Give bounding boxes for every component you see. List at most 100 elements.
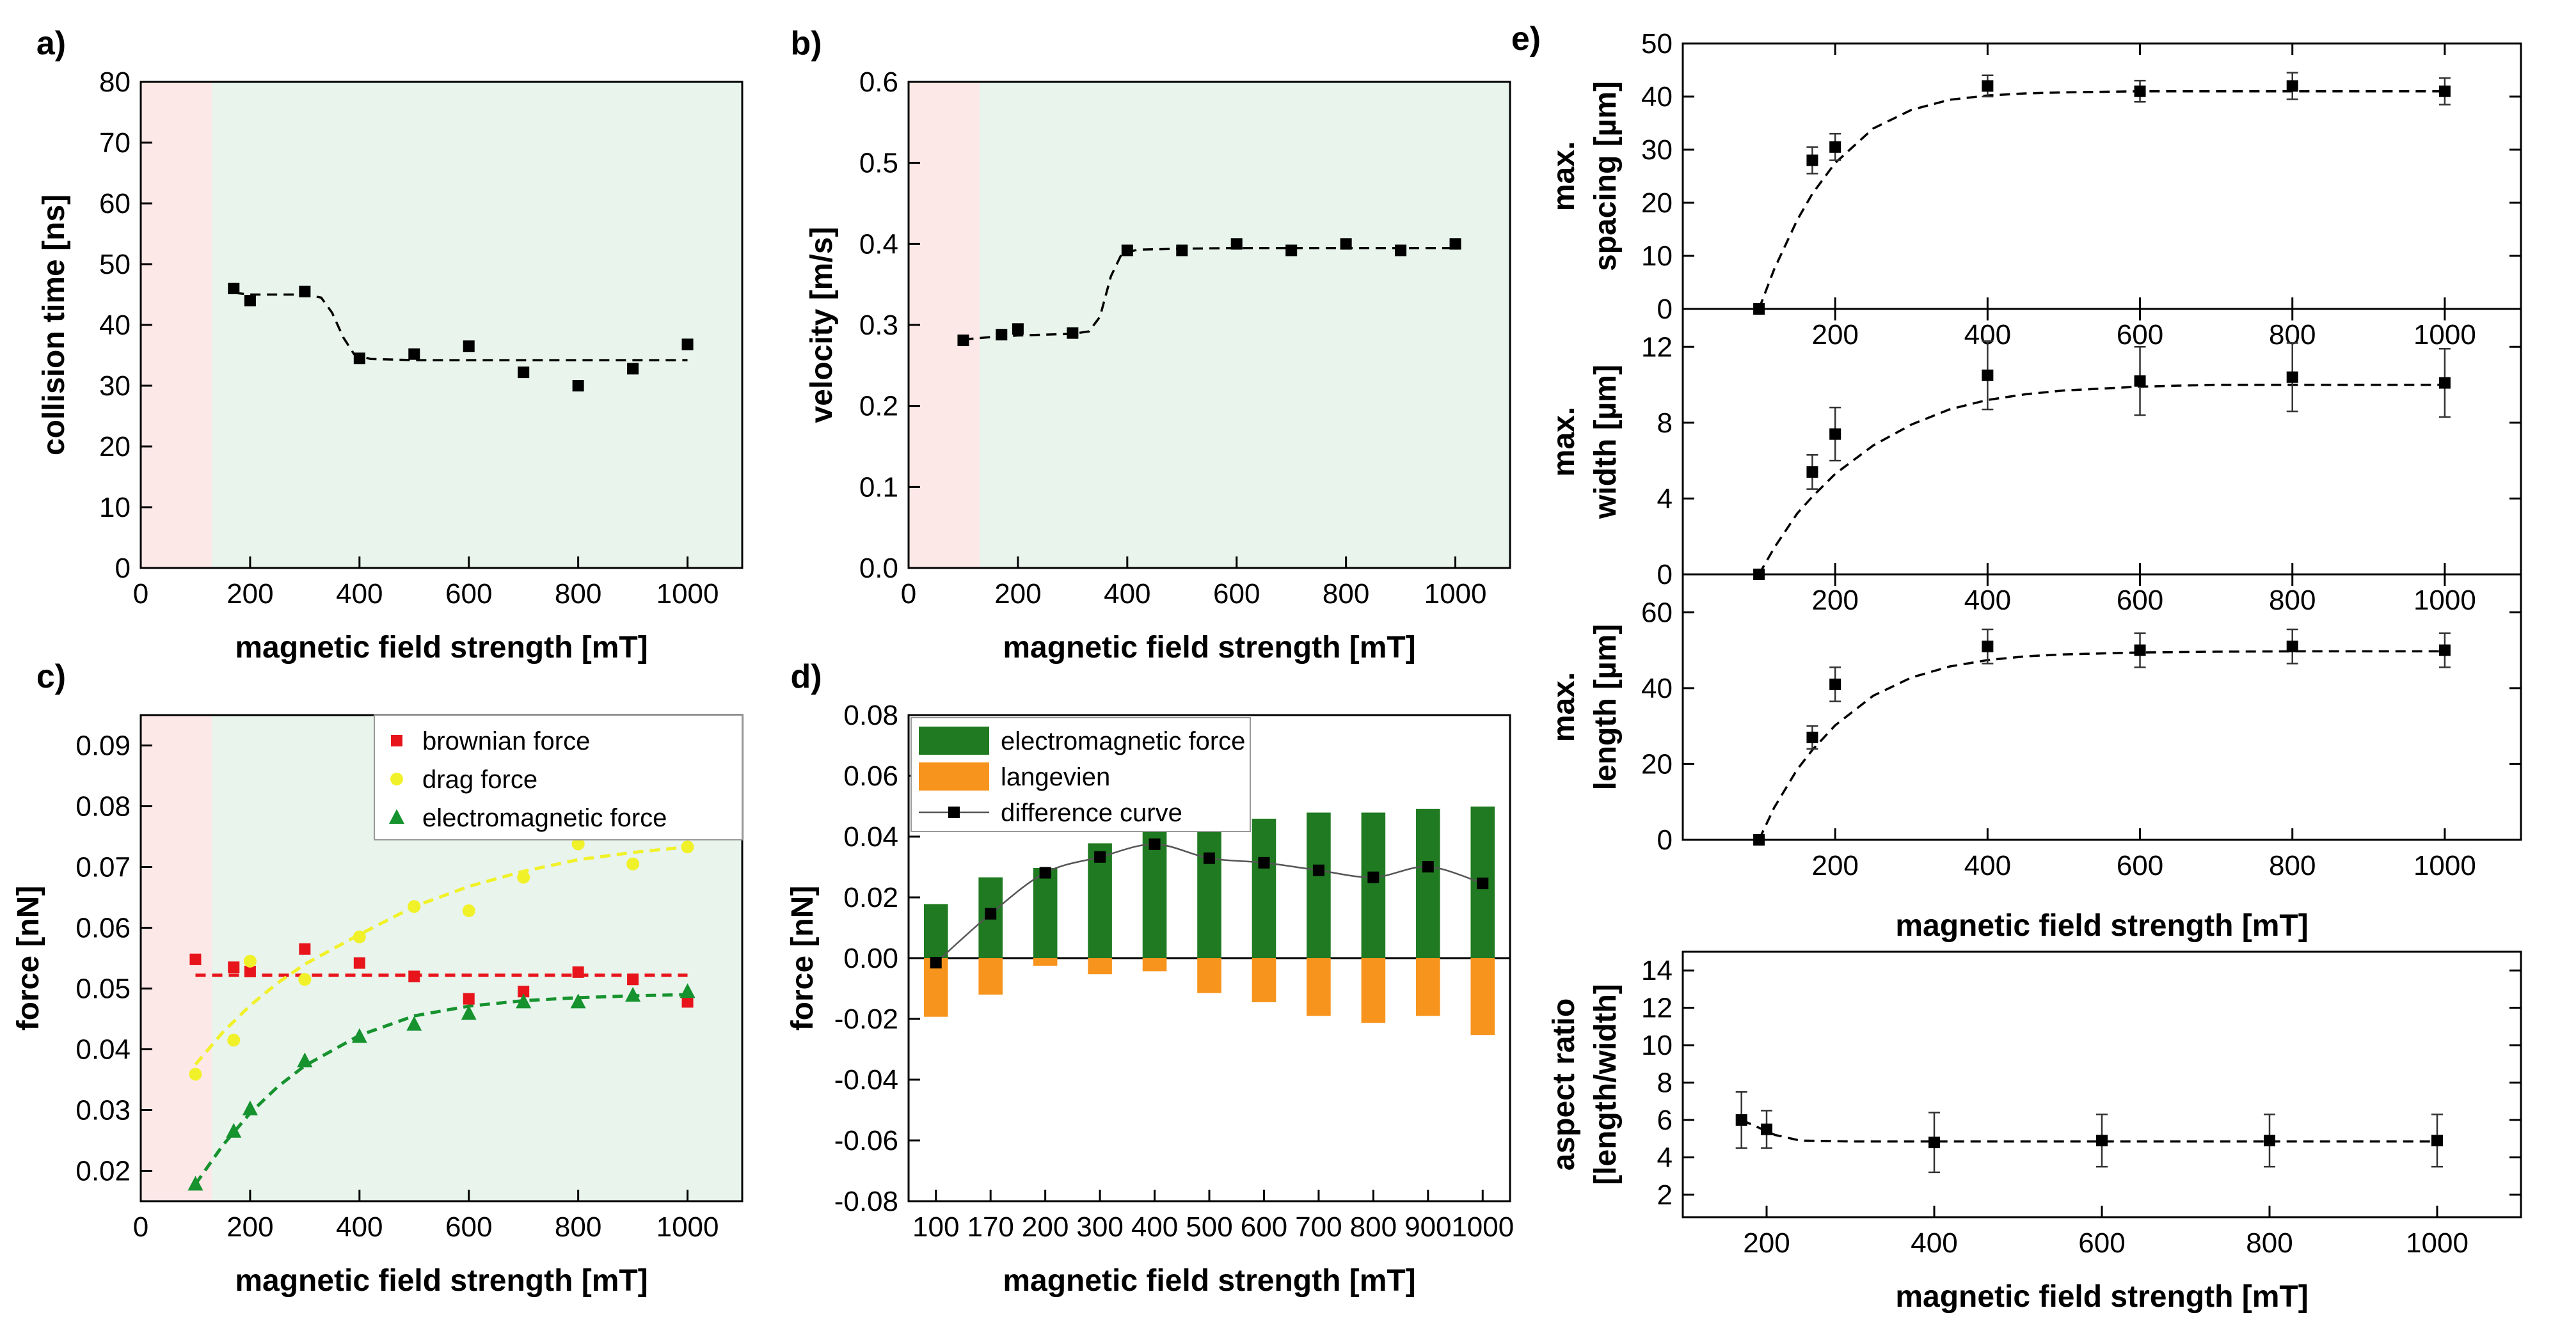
- data-point-c-1-10: [681, 840, 694, 854]
- data-point-e3-0-5: [2286, 640, 2298, 652]
- panel-label-b: b): [790, 25, 822, 62]
- y-tick-label-a-0: 0: [115, 553, 131, 584]
- bar-langevien-2: [1033, 958, 1058, 966]
- y-tick-label-e4-3: 8: [1657, 1068, 1673, 1099]
- fit-curve-e3-0: [1758, 650, 2445, 840]
- y-axis-label-line1-e2: max.: [1547, 407, 1581, 477]
- data-point-b-0-3: [1067, 327, 1079, 339]
- axes-frame-e1: [1682, 42, 2522, 310]
- x-tick-label-e3-2: 600: [2117, 850, 2163, 881]
- data-point-a-0-6: [518, 366, 530, 379]
- difference-point-8: [1367, 871, 1379, 883]
- y-tick-label-c-0: 0.02: [76, 1156, 131, 1187]
- y-tick-label-e4-1: 4: [1657, 1142, 1673, 1173]
- axes-frame-e3: [1682, 573, 2522, 841]
- y-tick-label-e3-0: 0: [1657, 824, 1673, 856]
- y-tick-label-e4-2: 6: [1657, 1105, 1673, 1136]
- data-point-e2-0-2: [1829, 428, 1841, 440]
- y-tick-label-d-6: 0.04: [843, 821, 898, 853]
- data-point-e1-0-2: [1829, 141, 1841, 153]
- y-axis-label-line2-e1: spacing [µm]: [1589, 81, 1623, 271]
- x-tick-label-d-0: 100: [912, 1211, 959, 1243]
- legend-marker-c-0: [391, 735, 402, 746]
- x-tick-label-b-0: 0: [901, 578, 916, 610]
- data-point-e2-0-1: [1806, 466, 1818, 478]
- y-tick-label-e3-3: 60: [1641, 597, 1673, 628]
- legend-swatch-em: [919, 727, 989, 755]
- bar-langevien-4: [1142, 958, 1167, 972]
- x-tick-label-a-4: 800: [555, 578, 601, 610]
- data-point-b-0-2: [1012, 323, 1024, 335]
- x-tick-label-d-1: 170: [967, 1211, 1014, 1243]
- panel-label-d: d): [790, 658, 822, 695]
- y-axis-label-a: collision time [ns]: [37, 194, 71, 455]
- panel-label-e1: e): [1511, 20, 1541, 58]
- axes-frame-e4: [1682, 950, 2522, 1218]
- y-tick-label-d-7: 0.06: [843, 761, 898, 792]
- y-tick-label-b-0: 0.0: [859, 553, 898, 584]
- y-axis-label-line1-e4: aspect ratio: [1547, 998, 1581, 1170]
- y-tick-label-e1-3: 30: [1641, 134, 1673, 166]
- data-point-c-1-4: [353, 930, 366, 943]
- bar-langevien-5: [1197, 958, 1221, 993]
- x-tick-label-e1-0: 200: [1811, 319, 1858, 351]
- bar-em-7: [1307, 812, 1331, 958]
- x-tick-label-c-5: 1000: [656, 1211, 719, 1243]
- bar-em-6: [1252, 818, 1276, 958]
- data-point-e4-0-0: [1735, 1114, 1747, 1126]
- y-tick-label-e3-2: 40: [1641, 673, 1673, 704]
- data-point-b-0-9: [1395, 244, 1407, 256]
- data-point-a-0-9: [681, 338, 694, 351]
- difference-point-5: [1204, 852, 1215, 864]
- y-tick-label-c-2: 0.04: [76, 1034, 131, 1066]
- data-point-a-0-3: [353, 352, 365, 365]
- y-tick-label-e4-5: 12: [1641, 993, 1673, 1024]
- data-point-c-1-5: [408, 900, 421, 913]
- bar-langevien-3: [1088, 958, 1112, 975]
- data-point-e3-0-3: [1982, 640, 1994, 652]
- data-point-e1-0-4: [2134, 85, 2146, 97]
- y-tick-label-b-1: 0.1: [859, 471, 898, 503]
- data-point-b-0-0: [957, 335, 969, 347]
- data-point-c-0-9: [627, 973, 639, 986]
- y-tick-label-a-4: 40: [99, 310, 131, 341]
- data-point-c-0-1: [228, 961, 240, 973]
- bar-em-8: [1361, 812, 1386, 958]
- y-tick-label-c-3: 0.05: [76, 973, 131, 1005]
- data-point-c-1-8: [571, 837, 585, 851]
- bar-langevien-1: [978, 958, 1003, 995]
- data-point-c-0-8: [572, 966, 584, 978]
- x-tick-label-c-4: 800: [555, 1211, 601, 1243]
- x-tick-label-a-1: 200: [227, 578, 273, 610]
- data-point-c-2-8: [570, 993, 586, 1009]
- legend-label-d-2: difference curve: [1001, 799, 1182, 827]
- y-tick-label-d-2: -0.04: [834, 1064, 898, 1096]
- legend-label-d-1: langevien: [1001, 763, 1110, 791]
- y-tick-label-b-2: 0.2: [859, 391, 898, 422]
- y-tick-label-b-6: 0.6: [859, 67, 898, 98]
- x-axis-label-e3: magnetic field strength [mT]: [1895, 909, 2308, 943]
- data-point-c-2-9: [625, 986, 641, 1002]
- x-tick-label-e4-1: 400: [1911, 1227, 1957, 1259]
- y-axis-label-b: velocity [m/s]: [805, 227, 839, 423]
- bar-langevien-9: [1416, 958, 1440, 1016]
- x-tick-label-c-1: 200: [227, 1211, 273, 1243]
- bar-langevien-10: [1470, 958, 1495, 1036]
- data-point-e3-0-0: [1753, 834, 1765, 846]
- data-point-a-0-1: [244, 295, 256, 306]
- x-tick-label-a-5: 1000: [656, 578, 719, 610]
- y-tick-label-c-1: 0.03: [76, 1095, 131, 1126]
- x-tick-label-e2-0: 200: [1811, 585, 1858, 616]
- data-point-b-0-4: [1121, 244, 1133, 256]
- data-point-a-0-5: [463, 340, 475, 352]
- data-point-c-2-2: [242, 1100, 258, 1115]
- data-point-c-0-7: [518, 986, 530, 998]
- legend-box-c: [374, 714, 743, 840]
- data-point-a-0-2: [299, 285, 311, 297]
- data-point-c-1-7: [517, 871, 530, 884]
- data-point-c-0-6: [463, 993, 475, 1005]
- y-tick-label-b-5: 0.5: [859, 148, 898, 179]
- x-tick-label-a-2: 400: [336, 578, 383, 610]
- data-point-b-0-6: [1230, 238, 1243, 250]
